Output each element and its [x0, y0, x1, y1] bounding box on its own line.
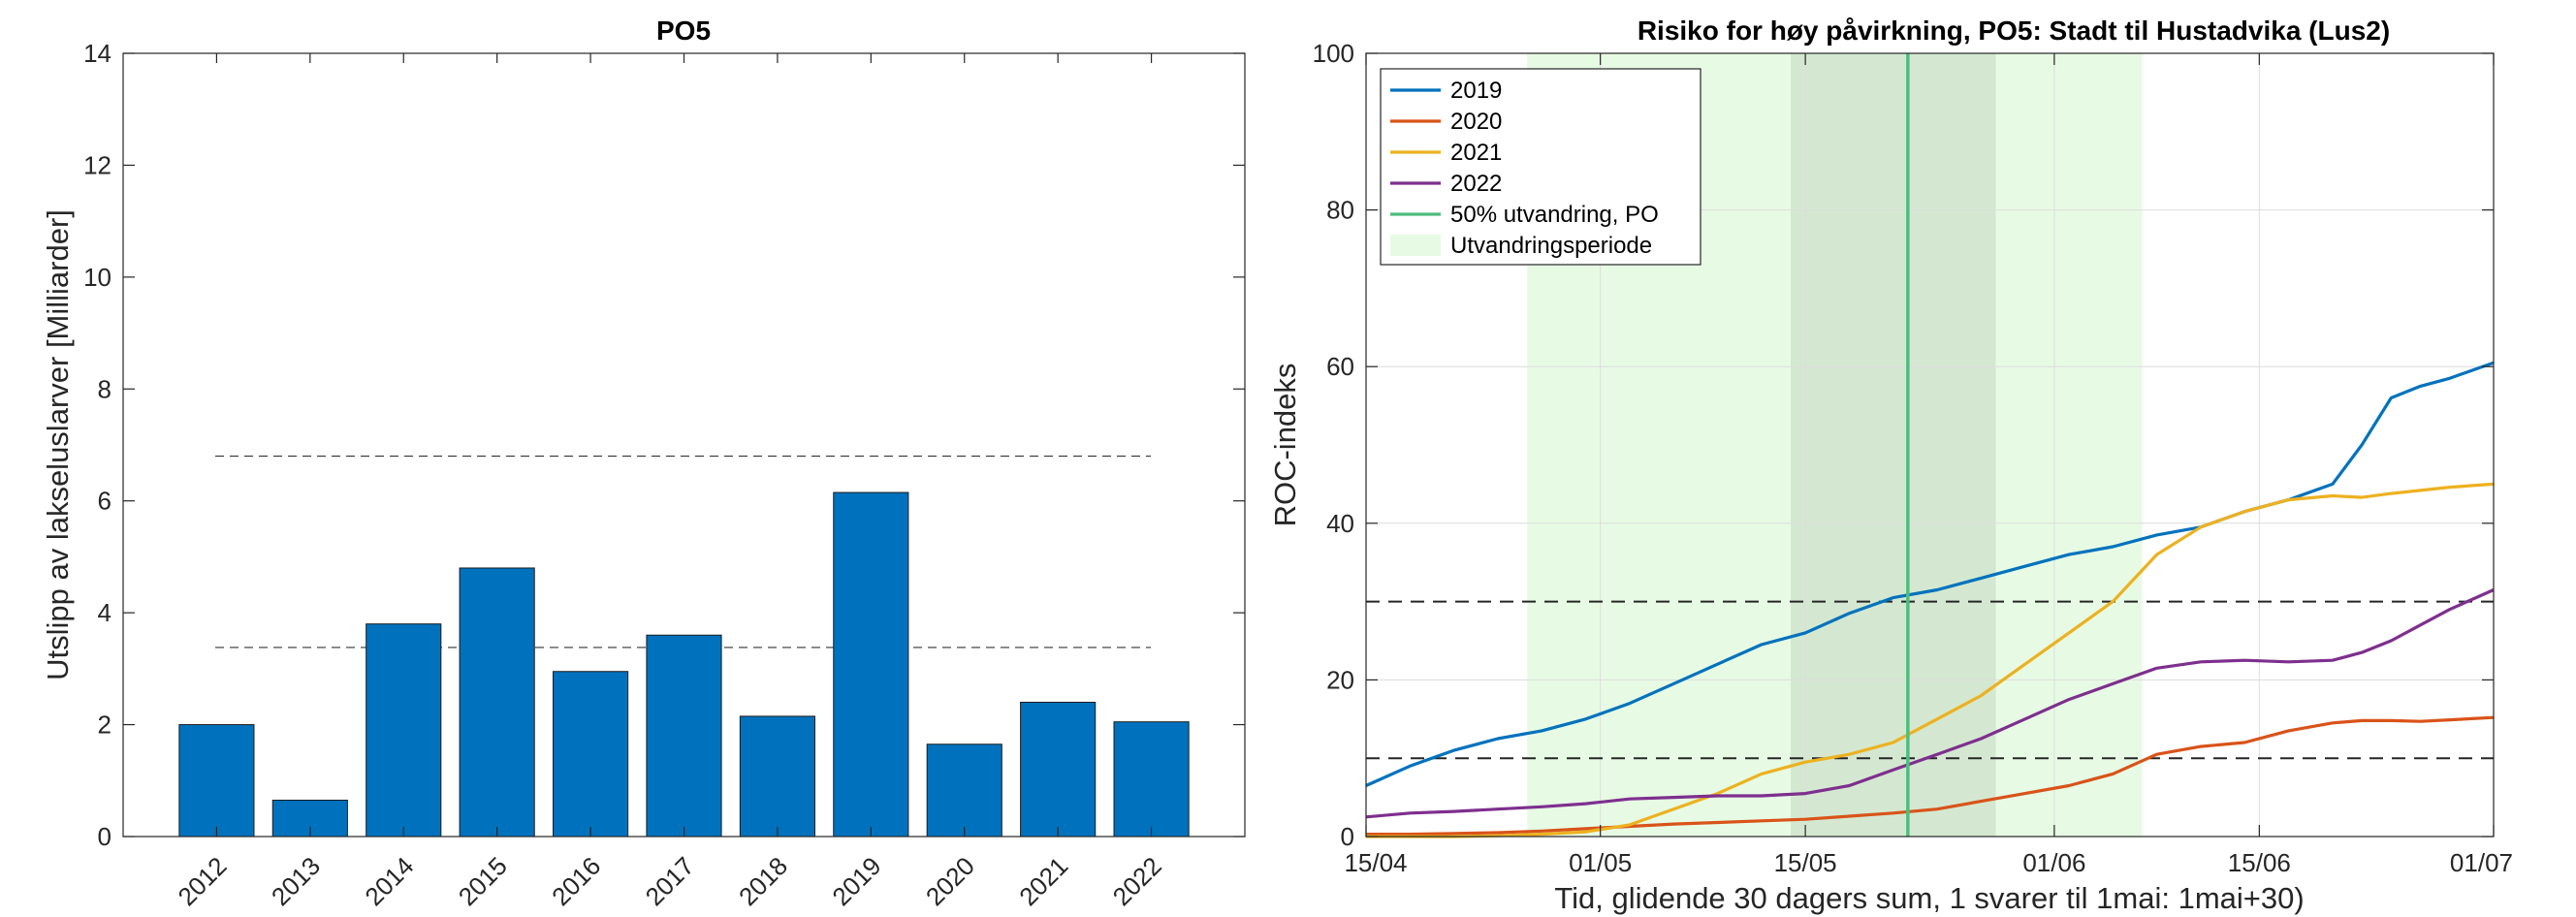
chart2-legend-label: 2020 — [1450, 109, 1502, 135]
chart2-legend-label: 2022 — [1450, 171, 1502, 197]
chart2-series-line-2022 — [1365, 588, 2495, 819]
chart2-x-tick-label: 01/07 — [2450, 848, 2513, 877]
chart2-y-tick-label: 20 — [1326, 665, 1354, 694]
chart2-inner-period — [1791, 53, 1996, 837]
chart2-legend-box — [1380, 68, 1701, 266]
chart1-x-tick-label: 2021 — [1013, 851, 1073, 911]
chart1-x-tick-label: 2018 — [733, 851, 793, 911]
chart1-y-ticks: 0 2 4 6 8 10 12 14 — [83, 39, 1245, 851]
chart1-bar — [178, 724, 255, 838]
chart1-bar — [1113, 721, 1190, 838]
chart1-x-tick-label: 2022 — [1107, 851, 1167, 911]
chart2-legend-label: 2019 — [1450, 78, 1502, 104]
chart2-y-tick-label: 60 — [1326, 352, 1354, 381]
chart2-utvandringsperiode-shading — [1527, 53, 2143, 837]
chart1-x-tick-label: 2019 — [826, 851, 886, 911]
chart1-bar — [459, 567, 535, 838]
chart2-y-ticks: 0 20 40 60 80 100 — [1313, 39, 2494, 851]
chart2-legend-label: Utvandringsperiode — [1450, 233, 1652, 259]
chart2-legend-label: 2021 — [1450, 140, 1502, 166]
chart2-x-tick-label: 15/05 — [1774, 848, 1837, 877]
chart1-x-tick-label: 2013 — [266, 851, 326, 911]
chart1-y-tick-label: 4 — [98, 598, 111, 627]
chart2-series-line-2020 — [1366, 715, 2495, 837]
chart1-bar — [1020, 701, 1097, 838]
chart1-y-tick-label: 6 — [98, 487, 111, 516]
chart1-x-tick-label: 2020 — [920, 851, 980, 911]
chart1-title: PO5 — [656, 16, 711, 46]
chart2-series-line-2021 — [1366, 482, 2495, 838]
chart1-bar — [366, 623, 442, 838]
chart2-x-tick-label: 01/05 — [1569, 848, 1632, 877]
chart2-x-tick-label: 15/06 — [2228, 848, 2291, 877]
chart2-axes-box — [1365, 52, 2495, 838]
chart1-x-tick-label: 2015 — [453, 851, 513, 911]
chart2-x-ticks: 15/04 01/05 15/05 01/06 15/06 01/07 — [1344, 53, 2513, 877]
chart1-bar — [926, 743, 1002, 838]
chart1-bars — [178, 491, 1190, 838]
chart2-title: Risiko for høy påvirkning, PO5: Stadt ti… — [1638, 16, 2390, 46]
line-chart-risiko: Risiko for høy påvirkning, PO5: Stadt ti… — [1268, 16, 2513, 915]
chart2-legend-swatch — [1390, 235, 1441, 256]
chart2-legend: 2019 2020 2021 2022 50% utvandring, PO Utvand… — [1380, 68, 1701, 266]
chart2-series-line-2019 — [1365, 361, 2495, 787]
chart1-x-tick-label: 2014 — [359, 851, 419, 911]
chart2-legend-label: 50% utvandring, PO — [1450, 202, 1659, 228]
chart2-x-tick-label: 15/04 — [1344, 848, 1407, 877]
chart2-y-tick-label: 80 — [1326, 196, 1354, 225]
chart1-y-tick-label: 12 — [83, 150, 111, 179]
chart2-y-tick-label: 0 — [1341, 822, 1354, 851]
chart1-x-tick-label: 2012 — [173, 851, 233, 911]
chart1-y-tick-label: 8 — [98, 374, 111, 403]
chart1-y-tick-label: 10 — [83, 263, 111, 292]
chart2-x-axis-label: Tid, glidende 30 dagers sum, 1 svarer ti… — [1554, 881, 2304, 915]
chart1-bar — [739, 715, 815, 838]
chart2-x-tick-label: 01/06 — [2022, 848, 2085, 877]
chart1-y-axis-label: Utslipp av lakseluslarver [Milliarder] — [41, 209, 75, 680]
chart1-x-tick-label: 2016 — [546, 851, 606, 911]
chart2-y-axis-label: ROC-indeks — [1268, 364, 1302, 527]
chart2-y-tick-label: 100 — [1313, 39, 1354, 68]
chart1-y-tick-label: 0 — [98, 822, 111, 851]
chart1-x-tick-label: 2017 — [640, 851, 700, 911]
chart1-bar — [833, 491, 909, 838]
chart1-bar — [553, 671, 629, 838]
chart1-y-tick-label: 14 — [83, 39, 111, 68]
bar-chart-po5: PO5 0 2 4 6 8 10 12 14 2012 2013 2014 2015 2016 2017… — [41, 16, 1246, 911]
chart1-bar — [646, 634, 722, 838]
chart2-y-tick-label: 40 — [1326, 509, 1354, 538]
chart2-series — [1365, 361, 2495, 838]
chart1-y-tick-label: 2 — [98, 711, 111, 740]
